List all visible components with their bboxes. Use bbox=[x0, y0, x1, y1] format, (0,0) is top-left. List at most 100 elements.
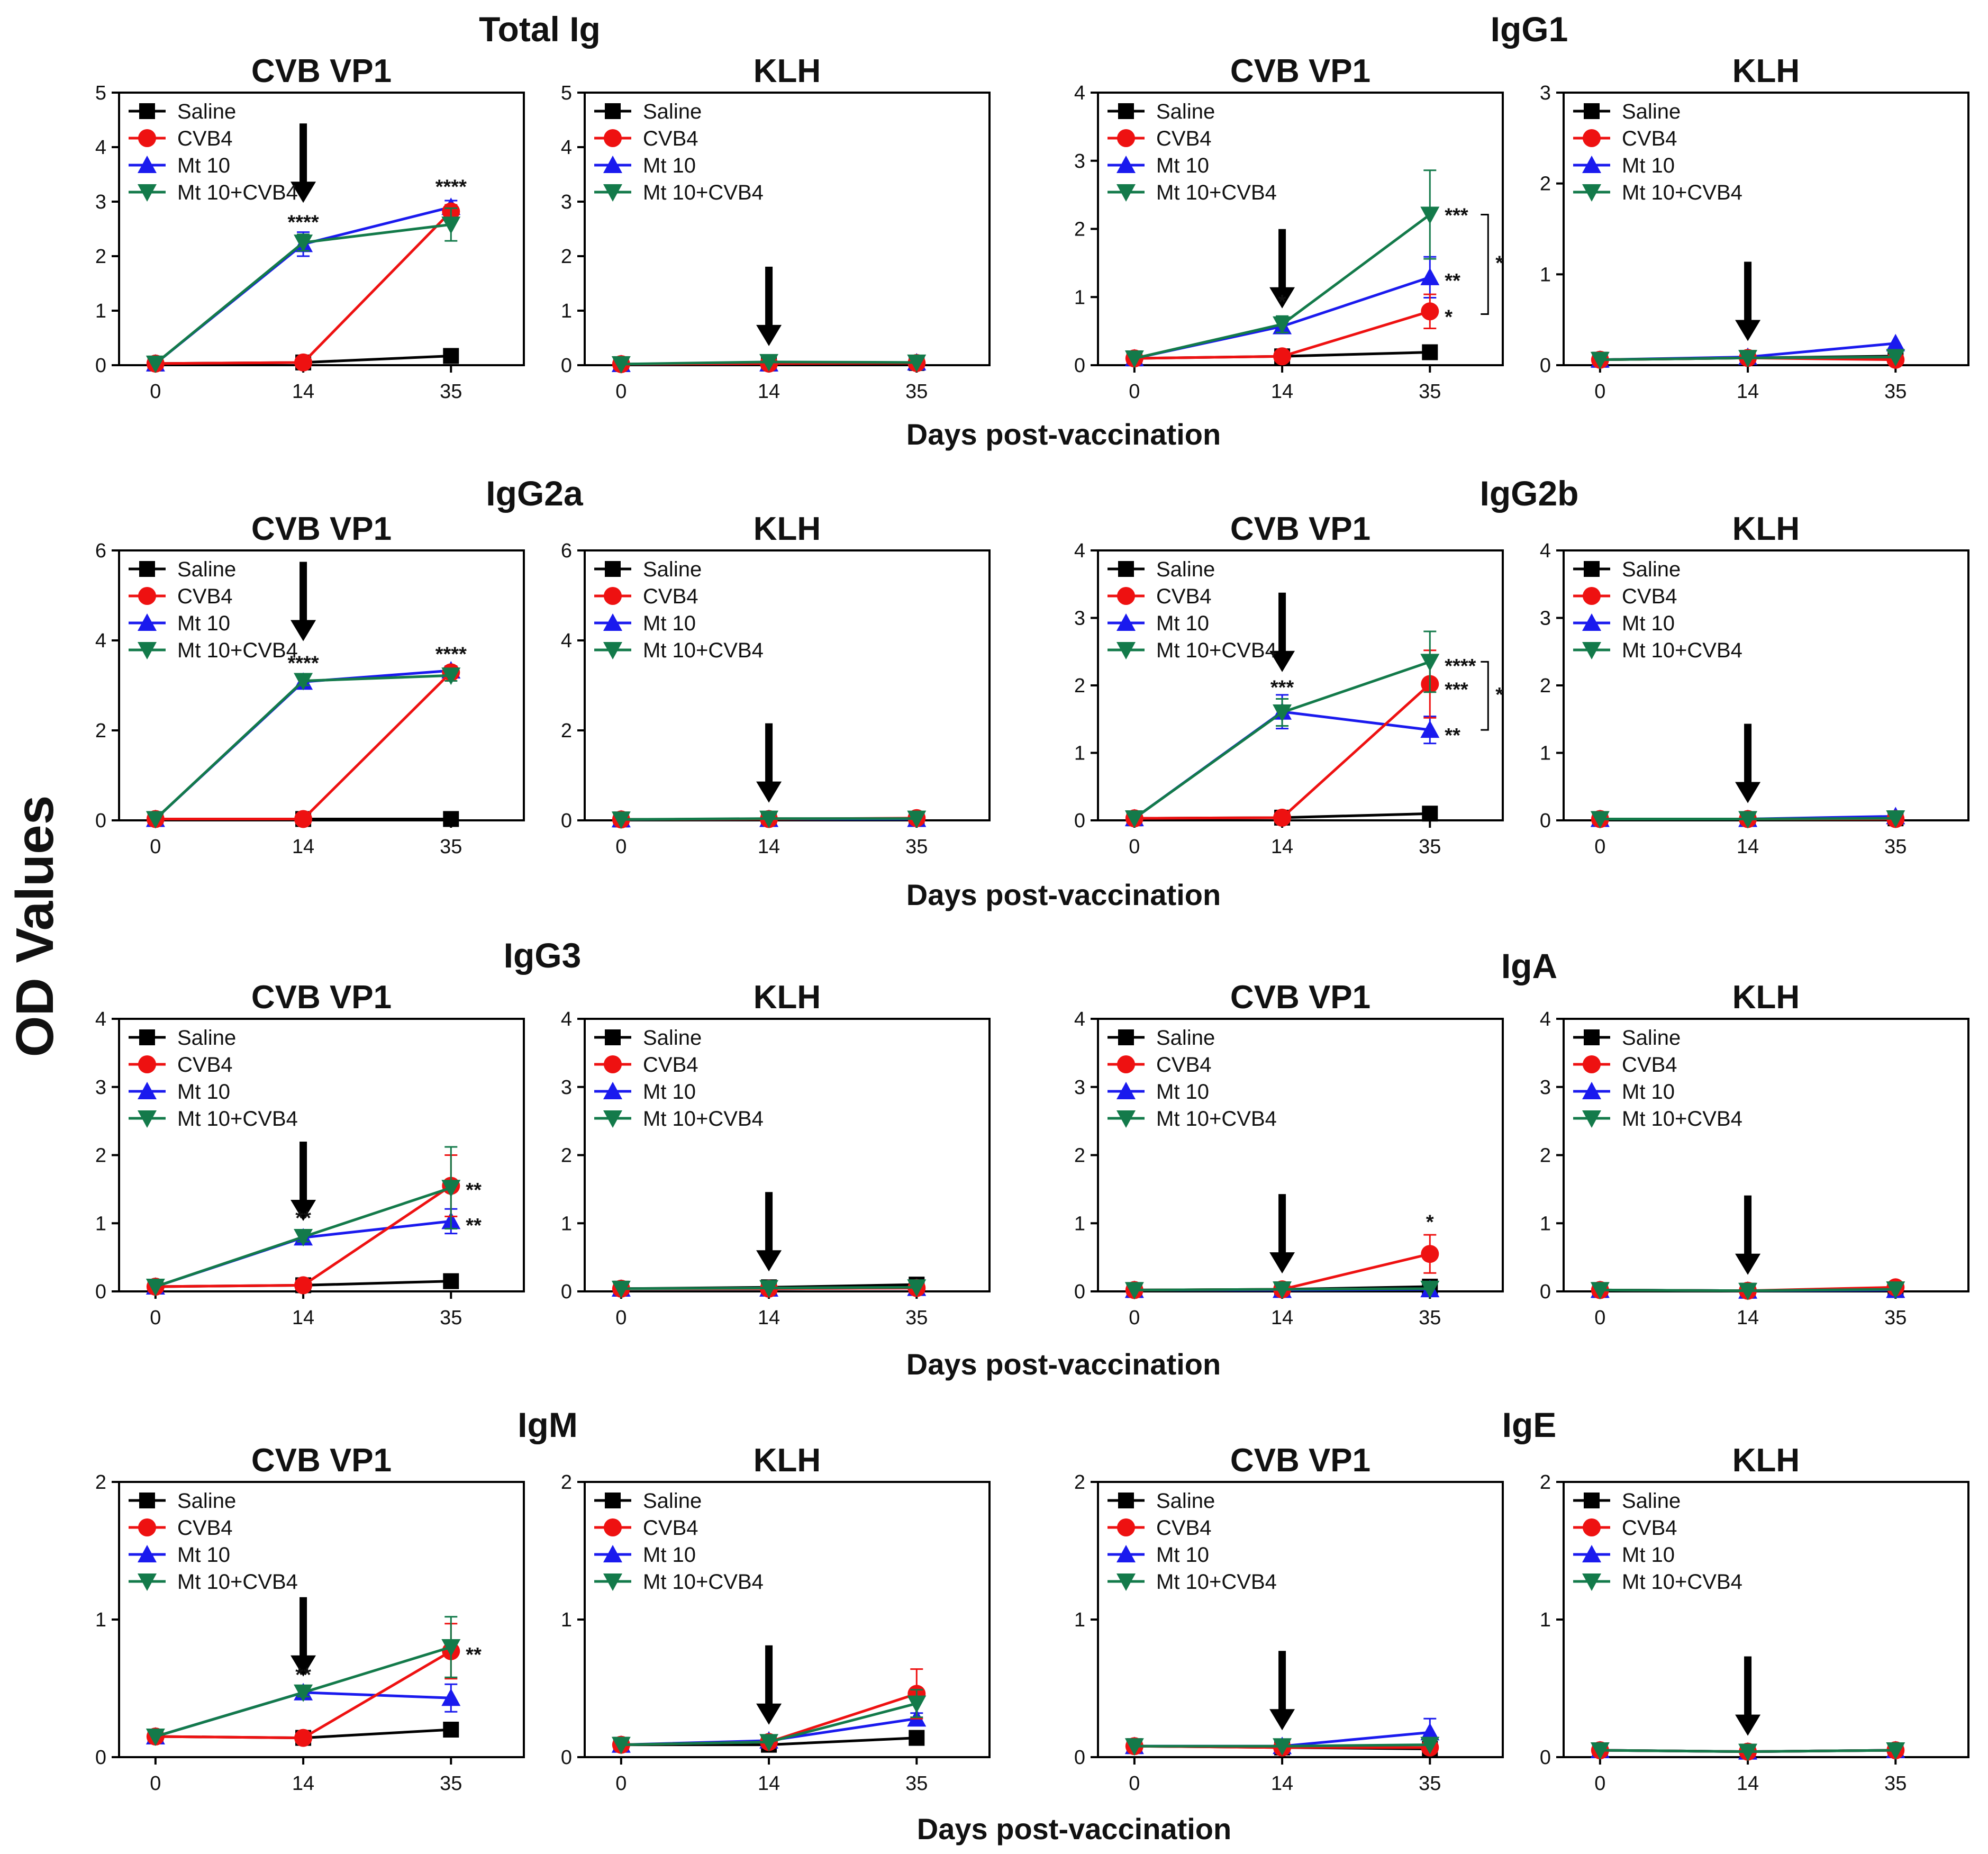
y-tick-label: 0 bbox=[1540, 1281, 1551, 1303]
data-point bbox=[294, 1729, 313, 1747]
y-tick-label: 4 bbox=[1540, 1008, 1551, 1030]
data-point bbox=[441, 1688, 461, 1706]
y-tick-label: 4 bbox=[1540, 540, 1551, 562]
data-point bbox=[1886, 1742, 1905, 1760]
arrow-indicator-day14 bbox=[291, 1597, 316, 1677]
legend-label: Mt 10+CVB4 bbox=[177, 181, 298, 204]
arrow-head bbox=[1269, 650, 1295, 672]
legend-swatch-marker bbox=[138, 1518, 156, 1536]
x-tick-label: 35 bbox=[440, 836, 462, 858]
legend: Saline CVB4 Mt 10 Mt 10+CVB4 bbox=[594, 1489, 764, 1594]
arrow-indicator-day14 bbox=[291, 123, 316, 203]
legend-label: Mt 10+CVB4 bbox=[177, 1570, 298, 1594]
data-point bbox=[1738, 811, 1758, 829]
y-tick-label: 4 bbox=[95, 630, 106, 652]
legend-swatch-marker bbox=[139, 1029, 155, 1045]
legend-label: CVB4 bbox=[643, 1053, 698, 1077]
data-point bbox=[294, 234, 313, 252]
significance-label: **** bbox=[435, 176, 467, 198]
legend-label: Saline bbox=[1622, 100, 1681, 123]
y-tick-label: 2 bbox=[95, 1145, 106, 1167]
data-point bbox=[443, 348, 459, 364]
y-tick-label: 4 bbox=[1074, 540, 1085, 562]
legend-label: CVB4 bbox=[643, 585, 698, 608]
y-tick-label: 1 bbox=[1074, 1609, 1085, 1631]
y-tick-label: 3 bbox=[1540, 608, 1551, 630]
legend: Saline CVB4 Mt 10 Mt 10+CVB4 bbox=[1573, 1489, 1742, 1594]
x-tick-label: 14 bbox=[1737, 836, 1759, 858]
legend-label: Saline bbox=[643, 558, 702, 581]
y-tick-label: 4 bbox=[561, 1008, 572, 1030]
series-line bbox=[155, 674, 451, 820]
x-tick-label: 35 bbox=[1419, 836, 1441, 858]
legend-swatch-marker bbox=[139, 561, 155, 577]
data-point bbox=[611, 1280, 631, 1298]
series-line bbox=[155, 669, 451, 820]
significance-label: ** bbox=[466, 1215, 482, 1237]
data-point bbox=[1273, 347, 1292, 366]
arrow-indicator-day14 bbox=[1269, 592, 1295, 672]
data-point bbox=[1421, 302, 1439, 321]
legend-label: Saline bbox=[177, 100, 236, 123]
y-tick-label: 1 bbox=[95, 300, 106, 322]
legend-swatch-marker bbox=[603, 1110, 622, 1128]
series-mt-10-cvb4 bbox=[1590, 1742, 1905, 1761]
legend-label: Saline bbox=[1622, 558, 1681, 581]
data-point bbox=[759, 354, 779, 372]
significance-label: **** bbox=[435, 643, 467, 665]
legend-label: Saline bbox=[643, 1489, 702, 1513]
arrow-head bbox=[291, 1200, 316, 1221]
y-tick-label: 2 bbox=[1540, 1145, 1551, 1167]
y-tick-label: 6 bbox=[95, 540, 106, 562]
legend-swatch-marker bbox=[1116, 1545, 1136, 1562]
legend-swatch-marker bbox=[1584, 1493, 1600, 1508]
y-tick-label: 3 bbox=[1540, 1077, 1551, 1099]
legend-label: Mt 10 bbox=[1622, 1543, 1675, 1567]
legend-swatch-marker bbox=[1116, 642, 1136, 659]
data-point bbox=[441, 1180, 461, 1198]
legend-label: Mt 10 bbox=[1156, 1543, 1209, 1567]
arrow-head bbox=[291, 1655, 316, 1677]
legend-swatch-marker bbox=[138, 1573, 157, 1591]
legend-label: Mt 10 bbox=[1156, 154, 1209, 177]
series-mt-10-cvb4 bbox=[611, 1689, 927, 1754]
x-tick-label: 35 bbox=[905, 381, 928, 403]
legend-swatch-marker bbox=[604, 587, 622, 605]
arrow-indicator-day14 bbox=[756, 723, 782, 803]
series-mt-10-cvb4 bbox=[146, 1146, 461, 1296]
significance-label: **** bbox=[287, 212, 319, 234]
panel-igm-klh: KLH 0 1 2 0 14 35 Saline CVB4 Mt 10 Mt 10+CVB4 bbox=[561, 1442, 991, 1795]
panel-title: CVB VP1 bbox=[251, 1442, 392, 1479]
legend-swatch-marker bbox=[1118, 561, 1134, 577]
y-tick-label: 0 bbox=[561, 1747, 572, 1769]
legend-swatch-marker bbox=[1583, 129, 1601, 147]
y-tick-label: 2 bbox=[561, 1145, 572, 1167]
legend-swatch-marker bbox=[1582, 1110, 1601, 1128]
legend-label: CVB4 bbox=[1156, 127, 1212, 150]
data-point bbox=[1124, 810, 1144, 828]
legend-label: Mt 10+CVB4 bbox=[1156, 1570, 1277, 1594]
x-tick-label: 0 bbox=[615, 1307, 627, 1329]
x-tick-label: 35 bbox=[905, 836, 928, 858]
y-tick-label: 1 bbox=[1540, 264, 1551, 286]
y-tick-label: 4 bbox=[561, 630, 572, 652]
x-tick-label: 14 bbox=[1737, 1772, 1759, 1795]
y-tick-label: 3 bbox=[95, 1077, 106, 1099]
x-tick-label: 35 bbox=[1884, 1307, 1907, 1329]
legend-swatch-marker bbox=[605, 561, 621, 577]
y-tick-label: 1 bbox=[1074, 1213, 1085, 1235]
legend-swatch-marker bbox=[1584, 1029, 1600, 1045]
significance-label: ** bbox=[1445, 270, 1460, 292]
legend-label: Mt 10 bbox=[1622, 1080, 1675, 1104]
legend-label: Mt 10+CVB4 bbox=[1156, 639, 1277, 662]
x-axis-label-row1: Days post-vaccination bbox=[906, 418, 1221, 451]
legend-swatch-marker bbox=[138, 1545, 157, 1562]
panel-total-ig-cvb-vp1: CVB VP1 0 1 2 3 4 5 0 14 35 **** **** Saline CVB4 Mt 1… bbox=[95, 53, 525, 403]
data-point bbox=[1422, 344, 1438, 360]
significance-label: *** bbox=[1270, 677, 1294, 699]
arrow-head bbox=[1735, 320, 1761, 341]
panel-title: KLH bbox=[1732, 979, 1800, 1016]
x-tick-label: 14 bbox=[1271, 836, 1293, 858]
data-point bbox=[1273, 704, 1292, 722]
arrow-head bbox=[1269, 1252, 1295, 1274]
